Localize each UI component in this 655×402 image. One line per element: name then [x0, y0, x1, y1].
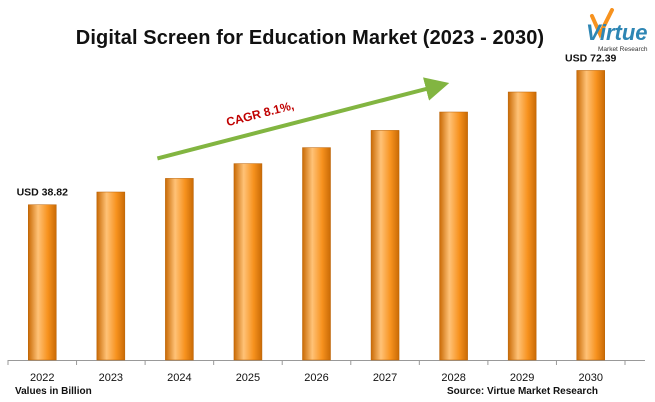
virtue-logo: Virtue Market Research [582, 8, 648, 58]
bar-2028 [439, 111, 468, 361]
x-tick-label-2022: 2022 [30, 372, 54, 384]
x-tick-label-2029: 2029 [510, 372, 534, 384]
x-tick-label-2024: 2024 [167, 372, 191, 384]
x-tick-label-2023: 2023 [99, 372, 123, 384]
x-tick-label-2027: 2027 [373, 372, 397, 384]
x-tick-label-2026: 2026 [304, 372, 328, 384]
source-note: Source: Virtue Market Research [447, 386, 598, 397]
data-label-2022: USD 38.82 [17, 187, 69, 199]
logo-mark-icon [590, 8, 614, 39]
logo-tagline: Market Research [598, 46, 648, 53]
data-label-2030: USD 72.39 [565, 52, 617, 64]
cagr-trend-arrow [156, 77, 450, 161]
bar-2029 [507, 91, 537, 361]
x-tick-label-2028: 2028 [441, 372, 465, 384]
x-tick-label-2030: 2030 [578, 372, 602, 384]
bar-2030 [576, 70, 605, 361]
bar-2025 [233, 163, 263, 361]
bar-2026 [302, 147, 331, 361]
chart-title: Digital Screen for Education Market (202… [75, 27, 545, 49]
logo-name: Virtue [586, 20, 648, 45]
x-tick-label-2025: 2025 [236, 372, 260, 384]
bar-2027 [370, 130, 400, 361]
bar-2024 [165, 178, 194, 361]
bar-2022 [28, 204, 57, 361]
values-unit-note: Values in Billion [15, 386, 92, 397]
bar-2023 [96, 191, 126, 361]
